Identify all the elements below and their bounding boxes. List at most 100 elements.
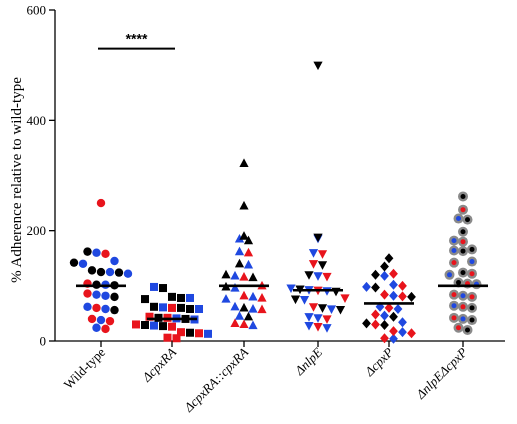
data-point-triangle-down	[313, 314, 323, 323]
data-point-square	[204, 329, 212, 338]
data-point-triangle-up	[248, 291, 258, 301]
x-category-label: ΔcpxRA	[138, 344, 179, 385]
data-point-triangle-up	[230, 270, 240, 280]
data-point-diamond	[362, 318, 371, 329]
data-point-square	[132, 320, 140, 329]
data-point-triangle-up	[239, 302, 249, 312]
significance-label: ****	[126, 31, 148, 47]
data-point-circle	[123, 269, 133, 278]
data-point-circle	[110, 305, 119, 315]
data-point-circle	[96, 267, 106, 277]
data-point-triangle-up	[239, 290, 249, 300]
data-point-diamond	[371, 282, 380, 293]
y-axis: 0 200 400 600	[27, 3, 56, 349]
x-category-label: ΔcpxP	[361, 344, 396, 379]
data-point-ringed-circle	[449, 289, 459, 300]
data-point-triangle-up	[234, 233, 245, 243]
data-point-square	[150, 321, 158, 330]
data-point-circle	[101, 291, 110, 300]
data-point-triangle-up	[248, 320, 258, 330]
data-point-diamond	[375, 301, 385, 312]
data-point-triangle-down	[308, 249, 319, 258]
data-point-diamond	[371, 319, 380, 330]
data-point-ringed-circle	[467, 244, 477, 255]
data-point-diamond	[389, 268, 398, 279]
data-point-diamond	[384, 302, 394, 313]
data-point-ringed-circle	[467, 315, 477, 326]
data-point-diamond	[384, 253, 394, 264]
data-point-triangle-down	[304, 321, 314, 331]
data-point-triangle-down	[322, 324, 332, 333]
data-point-diamond	[389, 279, 398, 290]
data-point-square	[195, 305, 203, 314]
data-point-triangle-down	[322, 272, 332, 282]
data-point-ringed-circle	[458, 267, 468, 278]
data-point-triangle-up	[221, 269, 231, 279]
data-point-square	[141, 295, 149, 304]
data-point-ringed-circle	[458, 236, 468, 247]
data-point-triangle-up	[257, 304, 267, 314]
data-point-square	[177, 303, 185, 312]
data-point-triangle-down	[308, 260, 319, 269]
data-point-triangle-down	[286, 284, 296, 294]
data-point-diamond	[380, 310, 389, 321]
data-point-ringed-circle	[462, 324, 473, 335]
y-axis-label: % Adherence relative to wild-type	[9, 77, 25, 283]
data-point-triangle-down	[317, 304, 328, 313]
data-point-ringed-circle	[458, 191, 468, 202]
data-point-circle	[83, 289, 92, 298]
data-point-triangle-down	[304, 271, 314, 280]
data-point-circle	[83, 247, 92, 256]
data-point-square	[186, 328, 194, 337]
data-point-diamond	[398, 327, 407, 338]
data-point-circle	[69, 258, 79, 267]
data-point-ringed-circle	[453, 322, 464, 333]
data-point-ringed-circle	[458, 290, 468, 301]
data-point-square	[141, 321, 149, 330]
data-point-triangle-down	[317, 250, 328, 259]
data-point-triangle-down	[317, 261, 328, 270]
data-point-ringed-circle	[449, 257, 459, 268]
data-point-diamond	[398, 317, 407, 328]
data-point-circle	[92, 303, 101, 313]
data-point-ringed-circle	[444, 269, 455, 280]
data-point-triangle-down	[299, 296, 310, 305]
data-point-triangle-down	[313, 233, 323, 243]
data-point-circle	[101, 324, 110, 334]
data-point-square	[177, 328, 185, 337]
data-point-circle	[83, 302, 92, 311]
data-point-triangle-up	[243, 259, 254, 269]
x-category-label: ΔnlpEΔcpxP	[412, 344, 470, 402]
data-point-square	[163, 333, 172, 342]
significance-annotation: ****	[98, 31, 175, 50]
data-point-triangle-down	[313, 61, 323, 71]
data-point-diamond	[380, 320, 389, 331]
data-point-circle	[101, 249, 110, 259]
data-point-triangle-up	[230, 283, 240, 292]
data-point-ringed-circle	[462, 214, 473, 225]
data-point-square	[186, 305, 194, 314]
data-point-triangle-down	[326, 305, 337, 315]
data-point-ringed-circle	[449, 245, 459, 256]
data-point-square	[145, 312, 154, 321]
data-point-diamond	[380, 261, 389, 272]
data-point-ringed-circle	[453, 213, 464, 224]
data-point-ringed-circle	[458, 301, 468, 312]
data-point-diamond	[407, 328, 416, 339]
data-point-triangle-down	[322, 315, 332, 324]
data-point-square	[159, 322, 167, 331]
data-point-ringed-circle	[467, 302, 477, 313]
data-point-triangle-up	[243, 235, 254, 245]
data-point-diamond	[380, 289, 389, 300]
data-point-diamond	[398, 280, 407, 291]
data-point-triangle-up	[234, 258, 245, 268]
data-point-diamond	[389, 326, 398, 337]
data-point-circle	[110, 256, 119, 266]
data-point-triangle-up	[239, 272, 249, 281]
y-tick-label: 200	[27, 223, 47, 238]
data-point-triangle-up	[230, 301, 240, 311]
data-point-ringed-circle	[458, 204, 468, 215]
data-point-triangle-down	[340, 294, 350, 303]
data-point-ringed-circle	[449, 235, 459, 246]
